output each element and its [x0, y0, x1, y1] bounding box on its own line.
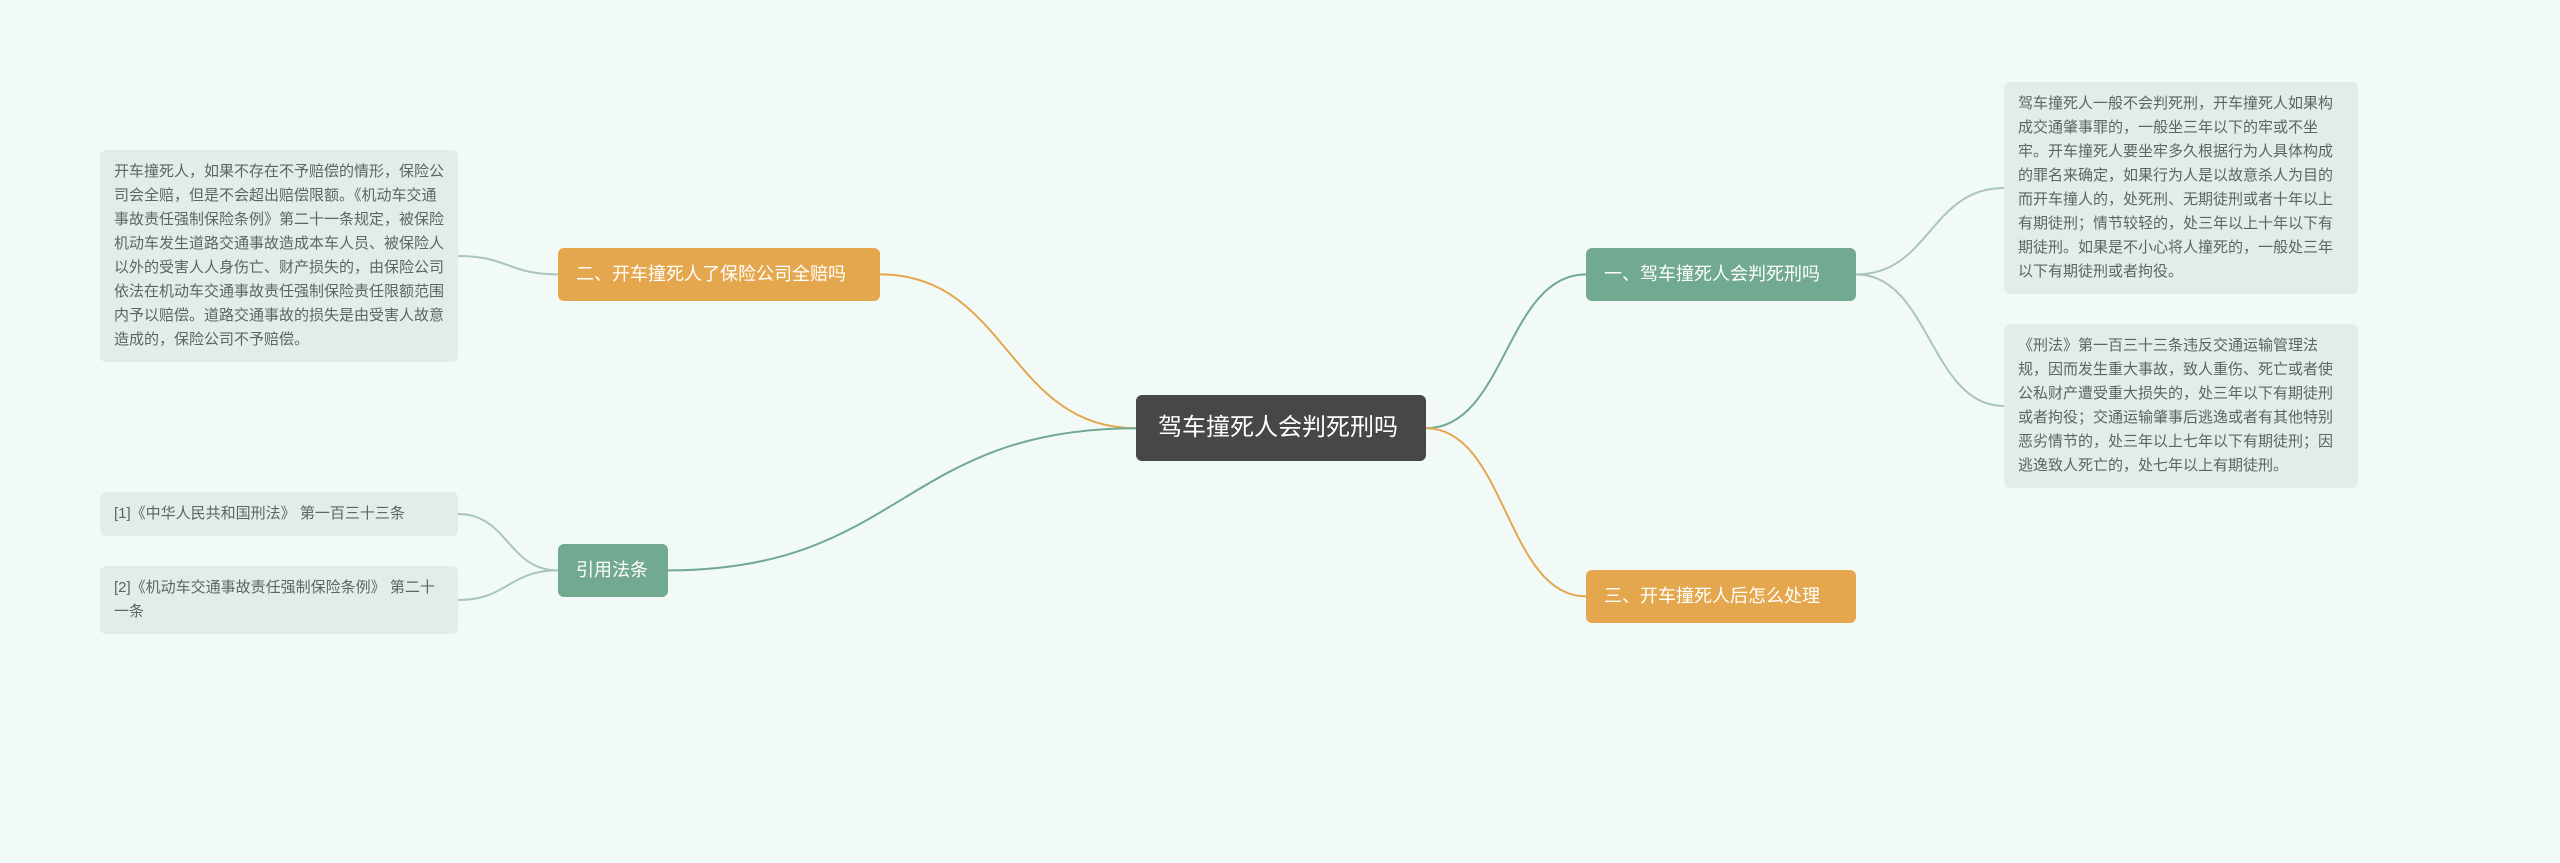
branch-node-3: 三、开车撞死人后怎么处理	[1586, 570, 1856, 623]
mindmap-root-node: 驾车撞死人会判死刑吗	[1136, 395, 1426, 461]
leaf-4a-text: [1]《中华人民共和国刑法》 第一百三十三条	[114, 505, 405, 522]
leaf-2a-text: 开车撞死人，如果不存在不予赔偿的情形，保险公司会全赔，但是不会超出赔偿限额。《机…	[114, 163, 444, 348]
leaf-1b-text: 《刑法》第一百三十三条违反交通运输管理法规，因而发生重大事故，致人重伤、死亡或者…	[2018, 337, 2333, 474]
branch-node-2: 二、开车撞死人了保险公司全赔吗	[558, 248, 880, 301]
branch-2-label: 二、开车撞死人了保险公司全赔吗	[576, 264, 846, 284]
root-label: 驾车撞死人会判死刑吗	[1158, 414, 1398, 441]
leaf-node-4b: [2]《机动车交通事故责任强制保险条例》 第二十一条	[100, 566, 458, 634]
branch-4-label: 引用法条	[576, 560, 648, 580]
leaf-node-1a: 驾车撞死人一般不会判死刑，开车撞死人如果构成交通肇事罪的，一般坐三年以下的牢或不…	[2004, 82, 2358, 294]
branch-node-4: 引用法条	[558, 544, 668, 597]
branch-node-1: 一、驾车撞死人会判死刑吗	[1586, 248, 1856, 301]
leaf-node-4a: [1]《中华人民共和国刑法》 第一百三十三条	[100, 492, 458, 536]
leaf-1a-text: 驾车撞死人一般不会判死刑，开车撞死人如果构成交通肇事罪的，一般坐三年以下的牢或不…	[2018, 95, 2333, 280]
branch-3-label: 三、开车撞死人后怎么处理	[1604, 586, 1820, 606]
leaf-node-1b: 《刑法》第一百三十三条违反交通运输管理法规，因而发生重大事故，致人重伤、死亡或者…	[2004, 324, 2358, 488]
leaf-4b-text: [2]《机动车交通事故责任强制保险条例》 第二十一条	[114, 579, 435, 620]
branch-1-label: 一、驾车撞死人会判死刑吗	[1604, 264, 1820, 284]
leaf-node-2a: 开车撞死人，如果不存在不予赔偿的情形，保险公司会全赔，但是不会超出赔偿限额。《机…	[100, 150, 458, 362]
